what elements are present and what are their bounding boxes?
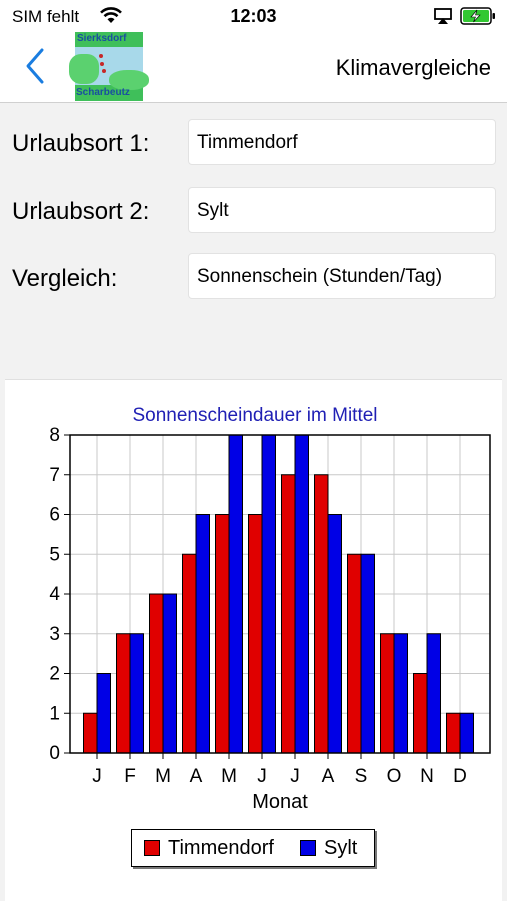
bar-timmendorf xyxy=(215,514,230,754)
carrier-label: SIM fehlt xyxy=(12,7,80,26)
bar-sylt xyxy=(228,434,243,754)
x-tick-label: A xyxy=(190,766,203,787)
y-tick-label: 2 xyxy=(49,664,60,685)
location2-select[interactable]: Sylt xyxy=(188,187,496,233)
y-tick-label: 0 xyxy=(49,743,60,764)
x-tick-label: A xyxy=(322,766,335,787)
logo-land xyxy=(109,70,149,90)
bar-timmendorf xyxy=(149,593,164,754)
bar-sylt xyxy=(129,633,144,754)
x-tick-label: S xyxy=(355,766,368,787)
bar-sylt xyxy=(96,673,111,754)
navigation-bar: Sierksdorf Scharbeutz Klimavergleiche xyxy=(0,32,507,103)
plot-frame xyxy=(69,434,491,754)
bar-timmendorf xyxy=(347,553,362,754)
location1-select[interactable]: Timmendorf xyxy=(188,119,496,165)
bar-sylt xyxy=(162,593,177,754)
x-tick-label: M xyxy=(221,766,237,787)
legend-label-sylt: Sylt xyxy=(324,837,358,859)
logo-marker xyxy=(102,69,106,73)
chart-legend: Timmendorf Sylt xyxy=(131,829,375,867)
airplay-icon xyxy=(434,8,452,24)
back-chevron-icon[interactable] xyxy=(20,46,50,86)
clock: 12:03 xyxy=(230,6,277,26)
chart-bars xyxy=(83,434,474,754)
comparison-label: Vergleich: xyxy=(12,265,118,292)
battery-charging-icon xyxy=(460,7,495,25)
x-tick-label: M xyxy=(155,766,171,787)
bar-sylt xyxy=(459,712,474,754)
bar-sylt xyxy=(360,553,375,754)
bar-sylt xyxy=(393,633,408,754)
x-axis-label: Monat xyxy=(252,791,308,813)
logo-marker xyxy=(100,62,104,66)
x-tick-label: J xyxy=(257,766,267,787)
bar-sylt xyxy=(294,434,309,754)
comparison-select[interactable]: Sonnenschein (Stunden/Tag) xyxy=(188,253,496,299)
x-tick-label: N xyxy=(420,766,434,787)
bar-timmendorf xyxy=(83,712,98,754)
x-tick-label: F xyxy=(124,766,136,787)
y-tick-label: 1 xyxy=(49,703,60,724)
bar-timmendorf xyxy=(446,712,461,754)
wifi-icon xyxy=(100,7,122,23)
chart-title: Sonnenscheindauer im Mittel xyxy=(132,405,377,426)
logo-marker xyxy=(99,54,103,58)
bar-timmendorf xyxy=(281,474,296,754)
logo-land xyxy=(69,54,99,84)
status-bar: SIM fehlt 12:03 xyxy=(0,0,507,32)
chart-axes xyxy=(64,434,491,759)
bar-sylt xyxy=(327,514,342,754)
x-tick-label: J xyxy=(290,766,300,787)
legend-swatch-sylt xyxy=(300,840,316,856)
bar-sylt xyxy=(261,434,276,754)
bar-timmendorf xyxy=(413,673,428,754)
legend-label-timmendorf: Timmendorf xyxy=(168,837,274,859)
x-tick-label: D xyxy=(453,766,467,787)
y-tick-label: 7 xyxy=(49,465,60,486)
bar-timmendorf xyxy=(314,474,329,754)
x-tick-label: J xyxy=(92,766,102,787)
bar-timmendorf xyxy=(182,553,197,754)
location2-label: Urlaubsort 2: xyxy=(12,198,150,225)
bar-sylt xyxy=(195,514,210,754)
y-tick-label: 5 xyxy=(49,544,60,565)
bar-timmendorf xyxy=(380,633,395,754)
y-tick-label: 8 xyxy=(49,425,60,446)
logo-text-top: Sierksdorf xyxy=(77,33,127,44)
y-tick-label: 4 xyxy=(49,584,60,605)
page-title: Klimavergleiche xyxy=(335,55,491,80)
logo-text-bottom: Scharbeutz xyxy=(76,87,130,98)
bar-timmendorf xyxy=(116,633,131,754)
x-tick-label: O xyxy=(387,766,402,787)
app-logo: Sierksdorf Scharbeutz xyxy=(69,32,149,101)
y-tick-label: 3 xyxy=(49,624,60,645)
location1-label: Urlaubsort 1: xyxy=(12,130,150,157)
y-tick-label: 6 xyxy=(49,505,60,526)
bar-sylt xyxy=(426,633,441,754)
legend-swatch-timmendorf xyxy=(144,840,160,856)
bar-timmendorf xyxy=(248,514,263,754)
